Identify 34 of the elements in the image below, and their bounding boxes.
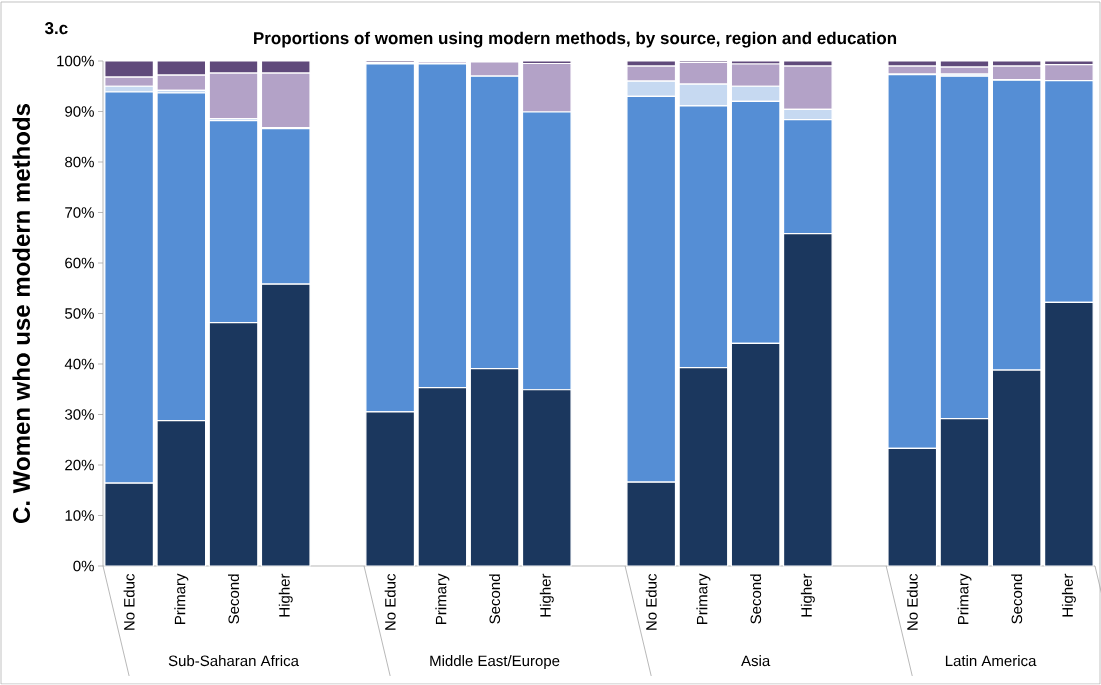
y-tick-label: 60% bbox=[65, 257, 94, 269]
y-tick-label: 70% bbox=[65, 207, 94, 218]
text: Middle East/Europe bbox=[430, 655, 560, 670]
chart-title: Proportions of women using modern methods, by source, region and education bbox=[254, 31, 897, 48]
y-tick-label: 40% bbox=[64, 358, 94, 370]
x-tick-label: Higher bbox=[278, 573, 293, 617]
x-tick-label: Primary bbox=[435, 573, 450, 624]
x-tick-label: Primary bbox=[957, 573, 972, 624]
x-tick-label: No Educ bbox=[645, 573, 657, 630]
text: Latin America bbox=[945, 655, 1037, 667]
y-tick-label: 100% bbox=[57, 55, 94, 67]
y-tick-label: 0% bbox=[73, 560, 94, 572]
text: Asia bbox=[741, 655, 771, 667]
x-tick-label: Second bbox=[1011, 574, 1023, 624]
x-tick-label: Second bbox=[228, 574, 240, 624]
x-tick-label: Higher bbox=[1061, 573, 1076, 617]
x-tick-label: No Educ bbox=[384, 573, 396, 630]
x-tick-label: Second bbox=[489, 574, 501, 624]
x-tick-label: Higher bbox=[800, 573, 815, 617]
x-tick-label: Primary bbox=[696, 573, 711, 624]
x-tick-label: Primary bbox=[174, 573, 189, 624]
x-tick-label: No Educ bbox=[906, 573, 918, 630]
y-tick-label: 10% bbox=[65, 510, 94, 521]
text: 3.c bbox=[44, 22, 68, 35]
y-tick-label: 50% bbox=[65, 308, 94, 319]
y-tick-label: 20% bbox=[65, 459, 94, 471]
y-tick-label: 30% bbox=[65, 409, 94, 420]
y-tick-label: 90% bbox=[65, 106, 94, 117]
x-tick-label: Second bbox=[750, 574, 762, 624]
y-tick-label: 80% bbox=[65, 156, 94, 168]
x-tick-label: Higher bbox=[539, 573, 554, 617]
y-axis-title: C. Women who use modern methods bbox=[12, 104, 31, 523]
text: Sub-Saharan Africa bbox=[168, 655, 299, 667]
x-tick-label: No Educ bbox=[123, 573, 135, 630]
